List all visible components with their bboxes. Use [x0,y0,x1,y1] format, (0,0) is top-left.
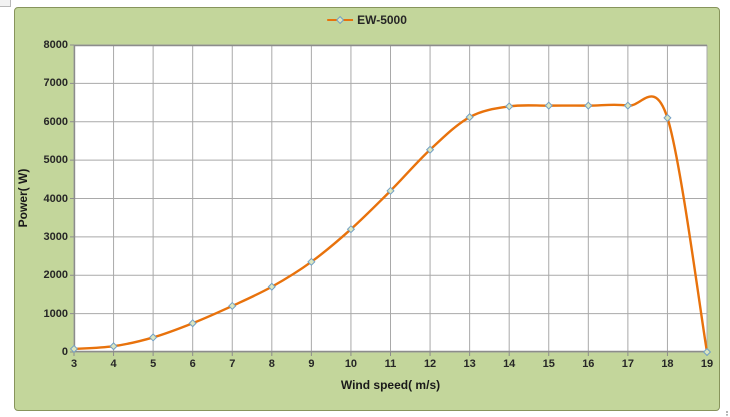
y-axis-tick-labels: 0 1000 2000 3000 4000 5000 6000 7000 8000 [24,0,68,417]
y-tick-label: 1000 [43,307,68,320]
x-tick-label: 17 [621,358,634,370]
y-tick-label: 2000 [43,269,68,282]
x-axis-title: Wind speed( m/s) [340,378,441,392]
legend-series-label: EW-5000 [357,13,407,27]
x-tick-label: 7 [229,358,236,370]
x-axis-tick-labels: 3 4 5 6 7 8 9 10 11 12 13 14 15 16 17 18 19 [71,357,713,373]
y-tick-label: 5000 [43,154,68,167]
y-tick-label: 6000 [43,115,68,128]
x-tick-label: 8 [268,358,275,370]
x-tick-label: 16 [582,358,595,370]
y-tick-label: 3000 [43,230,68,243]
x-tick-label: 18 [661,358,674,370]
x-tick-label: 5 [150,358,157,370]
legend[interactable]: EW-5000 [327,11,407,29]
plot-area[interactable] [69,44,712,357]
x-tick-label: 9 [308,358,315,370]
y-tick-label: 7000 [43,77,68,90]
y-axis-title: Power( W) [16,168,30,228]
y-tick-label: 0 [61,346,68,358]
y-tick-label: 4000 [43,192,68,205]
x-tick-label: 4 [110,358,117,370]
x-tick-label: 3 [70,358,78,370]
x-tick-label: 15 [542,358,555,370]
x-tick-label: 11 [384,358,397,370]
y-tick-label: 8000 [43,39,68,51]
x-tick-label: 12 [423,358,437,370]
x-tick-label: 14 [503,358,516,370]
worksheet-cell-corner-fragment [0,0,11,7]
legend-series-swatch-icon [327,15,354,25]
page-artifact-bottom-right [720,411,728,416]
x-tick-label: 10 [344,358,358,370]
x-tick-label: 13 [463,358,476,370]
power-curve-plot [69,44,712,357]
x-tick-label: 6 [189,358,196,370]
x-tick-label: 19 [700,358,714,370]
